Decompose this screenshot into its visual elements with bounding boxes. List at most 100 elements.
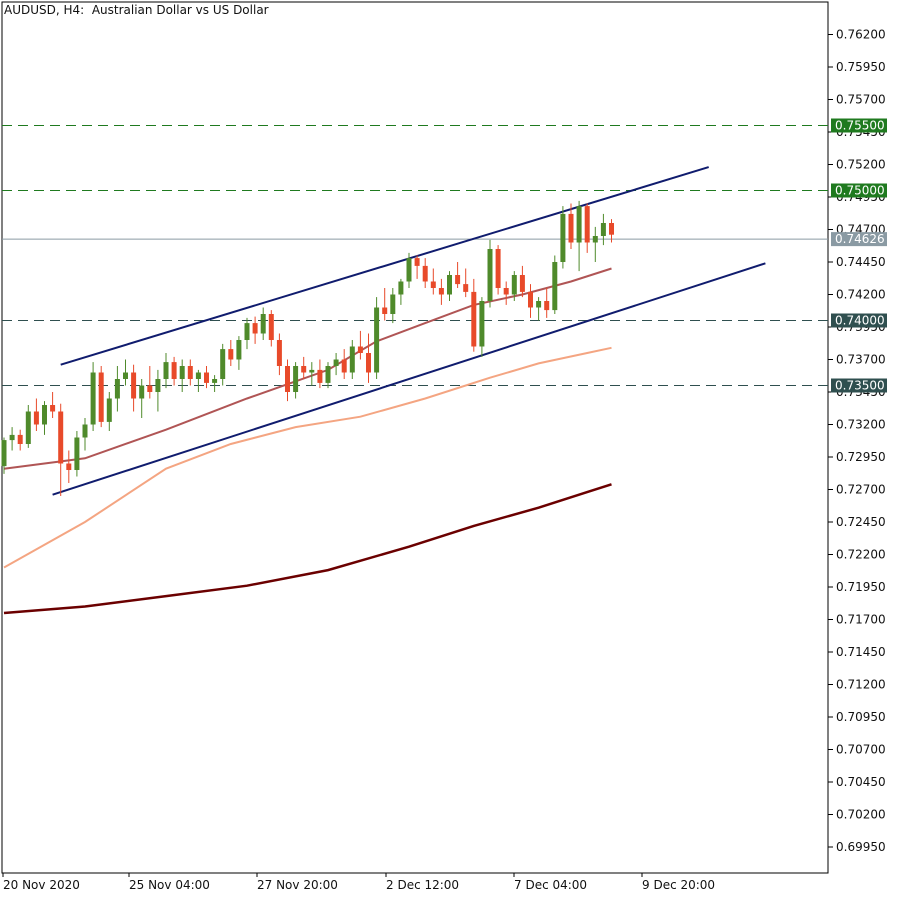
candle-body <box>244 323 250 340</box>
candle-body <box>276 340 282 366</box>
level-price-tag-bg <box>831 313 887 328</box>
current-price-tag: 0.74626 <box>835 232 885 246</box>
candle-body <box>179 366 185 379</box>
candle-body <box>503 288 509 295</box>
y-tick-label: 0.75200 <box>836 158 886 172</box>
candle-body <box>463 284 469 292</box>
level-price-tag: 0.75500 <box>835 119 885 133</box>
candle-body <box>600 223 606 236</box>
channel-upper-line <box>60 166 709 366</box>
candle-body <box>576 206 582 243</box>
candle-body <box>511 275 517 295</box>
candle-body <box>33 411 39 425</box>
channel-lower-line <box>52 262 766 496</box>
candle-body <box>479 301 485 347</box>
candle-body <box>487 249 493 301</box>
candle-body <box>398 281 404 295</box>
chart-title: AUDUSD, H4: Australian Dollar vs US Doll… <box>4 3 269 17</box>
candle-body <box>293 366 299 392</box>
candle-body <box>374 307 380 373</box>
candle-body <box>560 213 566 262</box>
candle-body <box>528 291 533 308</box>
candle-body <box>25 411 31 444</box>
level-price-tag-bg <box>831 183 887 198</box>
candle-body <box>236 340 242 360</box>
candle-body <box>544 301 550 311</box>
current-price-tag-bg <box>831 232 887 247</box>
candle-body <box>123 372 128 379</box>
candle-body <box>139 385 145 399</box>
candle-body <box>131 372 137 399</box>
y-tick-label: 0.70950 <box>836 710 886 724</box>
candle-body <box>155 379 161 392</box>
y-tick-label: 0.72700 <box>836 483 886 497</box>
candle-body <box>163 362 169 379</box>
y-tick-label: 0.71950 <box>836 580 886 594</box>
candle-body <box>58 411 64 464</box>
candle-body <box>592 236 598 243</box>
y-tick-label: 0.72450 <box>836 515 886 529</box>
level-price-tag: 0.73500 <box>835 379 885 393</box>
candle-body <box>204 372 209 383</box>
y-tick-label: 0.75700 <box>836 93 886 107</box>
y-tick-label: 0.72950 <box>836 450 886 464</box>
y-tick-label: 0.73700 <box>836 353 886 367</box>
x-tick-label: 9 Dec 20:00 <box>642 878 715 892</box>
candle-body <box>114 379 120 399</box>
candle-body <box>447 275 452 295</box>
y-tick-label: 0.72200 <box>836 548 886 562</box>
candle-body <box>1 440 7 467</box>
candle-body <box>536 301 542 308</box>
candle-body <box>285 366 290 392</box>
candle-body <box>90 372 96 425</box>
level-price-tag: 0.74000 <box>835 314 885 328</box>
candle-body <box>74 437 80 470</box>
candle-body <box>471 291 477 347</box>
candle-body <box>171 362 177 379</box>
x-tick-label: 20 Nov 2020 <box>3 878 80 892</box>
candle-body <box>552 262 558 311</box>
candle-body <box>82 424 88 438</box>
candle-body <box>366 353 371 373</box>
candle-body <box>220 349 226 379</box>
x-tick-label: 27 Nov 20:00 <box>257 878 338 892</box>
candle-body <box>187 366 193 379</box>
candle-body <box>42 405 47 425</box>
candle-body <box>438 288 444 295</box>
y-tick-label: 0.75950 <box>836 60 886 74</box>
level-price-tag-bg <box>831 118 887 133</box>
moving-average-line <box>3 346 612 569</box>
candle-body <box>98 372 104 422</box>
candle-body <box>341 359 347 373</box>
candle-body <box>268 314 274 340</box>
candle-body <box>584 206 590 243</box>
candle-body <box>390 294 396 314</box>
candle-body <box>212 379 218 383</box>
y-tick-label: 0.71200 <box>836 678 886 692</box>
x-tick-label: 7 Dec 04:00 <box>514 878 587 892</box>
x-tick-label: 25 Nov 04:00 <box>129 878 210 892</box>
level-price-tag: 0.75000 <box>835 184 885 198</box>
plot-frame <box>1 1 829 874</box>
candle-body <box>349 346 355 373</box>
y-tick-label: 0.73200 <box>836 418 886 432</box>
candle-body <box>455 275 461 285</box>
candle-body <box>195 372 201 379</box>
x-tick-label: 2 Dec 12:00 <box>386 878 459 892</box>
y-tick-label: 0.71700 <box>836 613 886 627</box>
candle-body <box>228 349 234 360</box>
candle-body <box>406 258 412 282</box>
candle-body <box>430 281 436 288</box>
candle-body <box>106 398 112 422</box>
candle-body <box>301 366 307 373</box>
y-tick-label: 0.71450 <box>836 645 886 659</box>
candle-body <box>568 213 574 243</box>
candle-body <box>495 249 501 288</box>
candle-body <box>9 434 15 441</box>
moving-average-line <box>3 483 612 615</box>
candle-body <box>519 275 525 292</box>
candle-body <box>260 314 266 334</box>
candle-body <box>609 223 614 235</box>
candle-body <box>147 385 153 392</box>
y-tick-label: 0.70450 <box>836 775 886 789</box>
